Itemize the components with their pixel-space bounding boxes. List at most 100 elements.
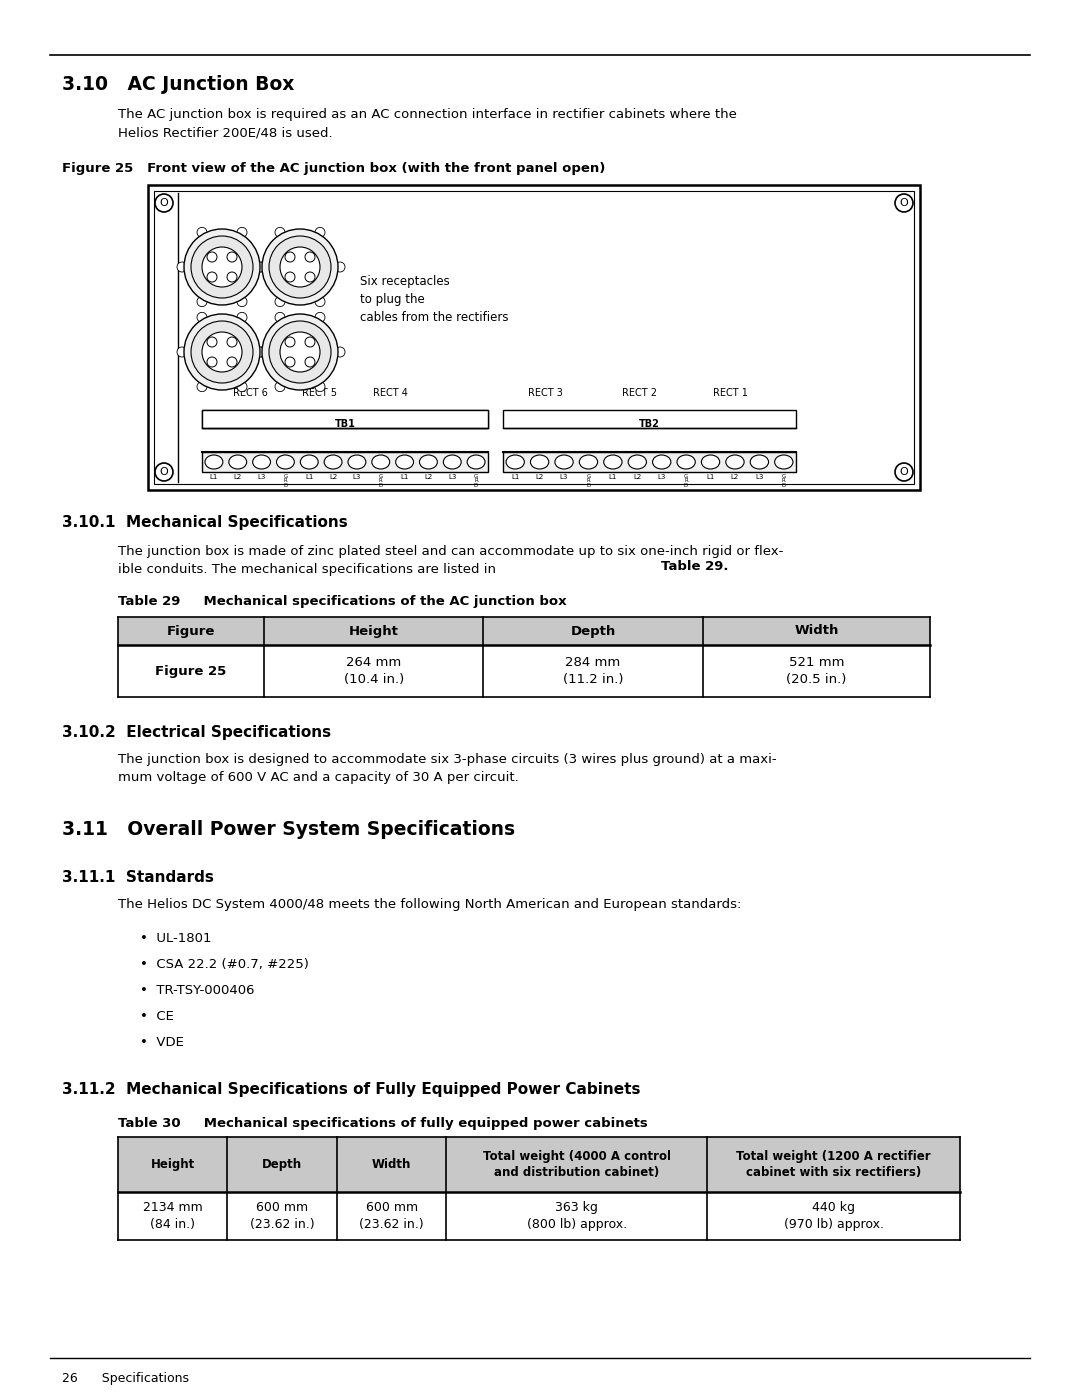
Text: RECT 6: RECT 6 xyxy=(232,388,268,398)
Circle shape xyxy=(275,228,285,237)
Text: Table 29     Mechanical specifications of the AC junction box: Table 29 Mechanical specifications of th… xyxy=(118,595,567,608)
Circle shape xyxy=(177,346,187,358)
Text: RECT 5: RECT 5 xyxy=(302,388,337,398)
Text: L2: L2 xyxy=(536,474,543,481)
Ellipse shape xyxy=(677,455,696,469)
Ellipse shape xyxy=(395,455,414,469)
Text: 2: 2 xyxy=(537,409,542,419)
Bar xyxy=(118,645,930,697)
Circle shape xyxy=(285,272,295,282)
Circle shape xyxy=(257,346,267,358)
Text: Total weight (1200 A rectifier
cabinet with six rectifiers): Total weight (1200 A rectifier cabinet w… xyxy=(737,1150,931,1179)
Text: 521 mm
(20.5 in.): 521 mm (20.5 in.) xyxy=(786,657,847,686)
Text: 3: 3 xyxy=(259,409,264,419)
Circle shape xyxy=(315,296,325,306)
Circle shape xyxy=(335,263,345,272)
Text: Width: Width xyxy=(794,624,838,637)
Text: 600 mm
(23.62 in.): 600 mm (23.62 in.) xyxy=(360,1201,424,1231)
Text: •  CSA 22.2 (#0.7, #225): • CSA 22.2 (#0.7, #225) xyxy=(140,958,309,971)
Circle shape xyxy=(227,358,237,367)
Circle shape xyxy=(315,381,325,391)
Circle shape xyxy=(255,263,265,272)
Text: Six receptacles
to plug the
cables from the rectifiers: Six receptacles to plug the cables from … xyxy=(360,275,509,324)
Text: 7: 7 xyxy=(659,409,664,419)
Text: L3: L3 xyxy=(257,474,266,481)
Circle shape xyxy=(237,228,247,237)
Ellipse shape xyxy=(555,455,573,469)
Ellipse shape xyxy=(205,455,222,469)
Circle shape xyxy=(315,228,325,237)
Circle shape xyxy=(156,194,173,212)
Circle shape xyxy=(197,228,207,237)
Ellipse shape xyxy=(468,455,485,469)
Text: •  TR-TSY-000406: • TR-TSY-000406 xyxy=(140,983,255,997)
Text: 8: 8 xyxy=(684,409,689,419)
Text: L1: L1 xyxy=(511,474,519,481)
Text: 6: 6 xyxy=(330,409,336,419)
Circle shape xyxy=(207,358,217,367)
Text: O: O xyxy=(900,198,908,208)
Circle shape xyxy=(280,247,320,286)
Ellipse shape xyxy=(348,455,366,469)
Text: TB1: TB1 xyxy=(335,419,355,429)
Circle shape xyxy=(191,321,253,383)
Text: 5: 5 xyxy=(307,409,312,419)
Text: L1: L1 xyxy=(401,474,408,481)
Circle shape xyxy=(227,337,237,346)
Circle shape xyxy=(177,263,187,272)
Ellipse shape xyxy=(507,455,525,469)
Circle shape xyxy=(305,251,315,263)
Ellipse shape xyxy=(372,455,390,469)
Circle shape xyxy=(262,229,338,305)
Circle shape xyxy=(895,462,913,481)
Text: G
R
D: G R D xyxy=(379,474,383,488)
Ellipse shape xyxy=(229,455,246,469)
Text: 9: 9 xyxy=(402,409,407,419)
Text: L1: L1 xyxy=(210,474,218,481)
Text: L2: L2 xyxy=(233,474,242,481)
Circle shape xyxy=(269,236,330,298)
Ellipse shape xyxy=(300,455,319,469)
Circle shape xyxy=(184,314,260,390)
Ellipse shape xyxy=(701,455,719,469)
Text: 3.10   AC Junction Box: 3.10 AC Junction Box xyxy=(62,75,295,94)
Text: •  CE: • CE xyxy=(140,1010,174,1023)
Circle shape xyxy=(156,462,173,481)
Circle shape xyxy=(315,313,325,323)
Circle shape xyxy=(237,313,247,323)
Text: RECT 4: RECT 4 xyxy=(373,388,407,398)
Text: 11: 11 xyxy=(755,409,765,419)
Circle shape xyxy=(305,272,315,282)
Text: 26      Specifications: 26 Specifications xyxy=(62,1372,189,1384)
Text: L2: L2 xyxy=(633,474,642,481)
Text: 1: 1 xyxy=(212,409,216,419)
Bar xyxy=(503,453,796,472)
Circle shape xyxy=(280,332,320,372)
Bar xyxy=(202,409,488,427)
Text: G
R
D: G R D xyxy=(586,474,591,488)
Ellipse shape xyxy=(652,455,671,469)
Text: 7: 7 xyxy=(354,409,360,419)
Text: The junction box is designed to accommodate six 3-phase circuits (3 wires plus g: The junction box is designed to accommod… xyxy=(118,753,777,785)
Text: The AC junction box is required as an AC connection interface in rectifier cabin: The AC junction box is required as an AC… xyxy=(118,108,737,140)
Text: 3.10.2  Electrical Specifications: 3.10.2 Electrical Specifications xyxy=(62,725,332,740)
Text: L2: L2 xyxy=(424,474,433,481)
Circle shape xyxy=(184,229,260,305)
Ellipse shape xyxy=(629,455,647,469)
Circle shape xyxy=(285,251,295,263)
Text: L1: L1 xyxy=(609,474,617,481)
Circle shape xyxy=(237,296,247,306)
Circle shape xyxy=(202,332,242,372)
Text: Height: Height xyxy=(150,1158,194,1171)
Text: G
R
D: G R D xyxy=(782,474,786,488)
Circle shape xyxy=(207,272,217,282)
Circle shape xyxy=(237,381,247,391)
Text: G
R
D: G R D xyxy=(474,474,478,488)
Circle shape xyxy=(255,346,265,358)
Bar xyxy=(118,617,930,645)
Text: G
R
D: G R D xyxy=(684,474,688,488)
Text: Depth: Depth xyxy=(262,1158,302,1171)
Circle shape xyxy=(227,272,237,282)
Circle shape xyxy=(285,337,295,346)
Text: 3.11.2  Mechanical Specifications of Fully Equipped Power Cabinets: 3.11.2 Mechanical Specifications of Full… xyxy=(62,1083,640,1097)
